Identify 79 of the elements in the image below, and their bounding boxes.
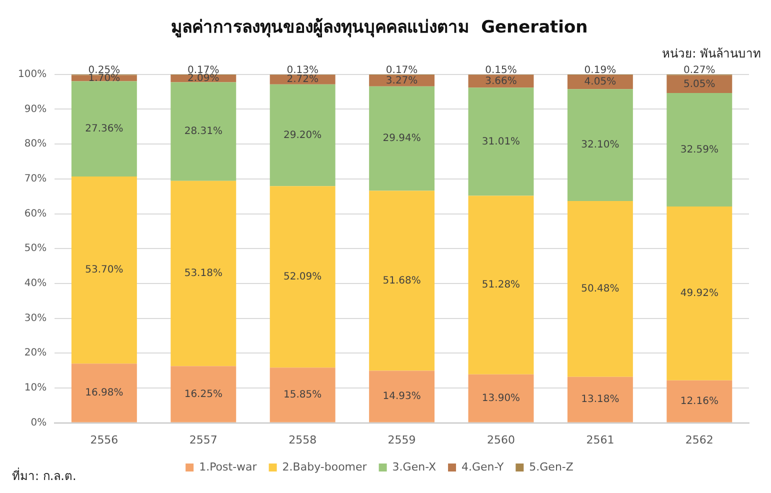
legend-label: 3.Gen-X [392, 460, 436, 474]
data-label: 29.20% [284, 130, 322, 141]
y-tick-label: 100% [18, 68, 47, 80]
legend-label: 1.Post-war [199, 460, 258, 474]
bar [666, 380, 732, 422]
data-label: 4.05% [584, 76, 616, 88]
y-tick-label: 60% [24, 208, 47, 220]
data-label: 16.98% [85, 388, 124, 399]
data-label: 13.90% [482, 392, 520, 404]
text: หน่วย: พันล้านบาท [662, 46, 761, 61]
bar [666, 206, 732, 380]
data-label: 0.17% [386, 65, 418, 76]
data-label: 12.16% [680, 396, 718, 407]
data-label: 27.36% [85, 123, 124, 134]
data-label: 29.94% [382, 133, 421, 144]
y-tick-label: 10% [24, 382, 47, 394]
data-label: 53.70% [85, 264, 124, 276]
x-tick-label: 2560 [486, 433, 515, 446]
bar [369, 370, 435, 422]
y-tick-label: 20% [24, 348, 47, 359]
data-label: 16.25% [184, 388, 222, 400]
data-label: 0.15% [485, 64, 517, 76]
data-label: 2.72% [286, 74, 318, 86]
x-tick-label: 2557 [189, 433, 218, 446]
x-tick-label: 2556 [90, 433, 118, 446]
bar [567, 89, 633, 202]
data-label: 49.92% [680, 288, 718, 300]
bar [270, 368, 336, 422]
y-tick-label: 80% [24, 138, 47, 150]
x-tick-label: 2561 [586, 433, 614, 446]
y-tick-label: 90% [24, 104, 47, 115]
bar [468, 196, 534, 374]
data-label: 53.18% [184, 268, 222, 280]
y-tick-label: 30% [24, 312, 47, 324]
legend-label: 4.Gen-Y [462, 460, 504, 474]
bar [71, 364, 137, 422]
data-label: 2.09% [188, 73, 220, 84]
data-label: 3.27% [386, 75, 418, 86]
y-tick-label: 0% [30, 417, 47, 428]
text: ที่มา: ก.ล.ต. [12, 467, 76, 484]
x-tick-label: 2558 [288, 433, 317, 446]
y-tick-label: 70% [24, 174, 47, 185]
chart-title: มูลค่าการลงทุนของผู้ลงทุนบุคคลแบ่งตาม Generation [171, 18, 588, 39]
data-label: 13.18% [581, 394, 620, 406]
data-label: 51.28% [482, 280, 520, 291]
data-label: 15.85% [284, 390, 322, 401]
bar [666, 75, 732, 93]
data-label: 28.31% [184, 126, 222, 138]
bar [666, 92, 732, 207]
data-label: 31.01% [482, 136, 520, 148]
bar [369, 86, 435, 191]
data-label: 0.27% [684, 65, 716, 76]
y-tick-label: 50% [24, 243, 47, 254]
data-label: 50.48% [581, 284, 620, 295]
x-tick-label: 2559 [388, 433, 416, 446]
data-label: 3.66% [485, 76, 517, 87]
bar [170, 82, 236, 181]
bar [71, 176, 137, 364]
data-label: 52.09% [284, 271, 322, 282]
bar [71, 81, 137, 177]
data-label: 51.68% [382, 275, 421, 286]
legend-label: 2.Baby-boomer [282, 460, 368, 474]
data-label: 32.59% [680, 144, 718, 156]
bar [270, 84, 336, 186]
bar [170, 366, 236, 422]
bar [567, 201, 633, 377]
data-label: 32.10% [581, 140, 620, 151]
bar [170, 180, 236, 366]
bar [468, 374, 534, 422]
bar [468, 88, 534, 196]
x-tick-label: 2562 [685, 433, 714, 446]
data-label: 14.93% [382, 391, 421, 402]
legend-label: 5.Gen-Z [529, 460, 574, 474]
y-tick-label: 40% [24, 278, 47, 290]
bar [270, 186, 336, 368]
data-label: 0.19% [584, 64, 616, 76]
bar [369, 190, 435, 371]
bar [567, 376, 633, 422]
data-label: 5.05% [684, 78, 716, 90]
